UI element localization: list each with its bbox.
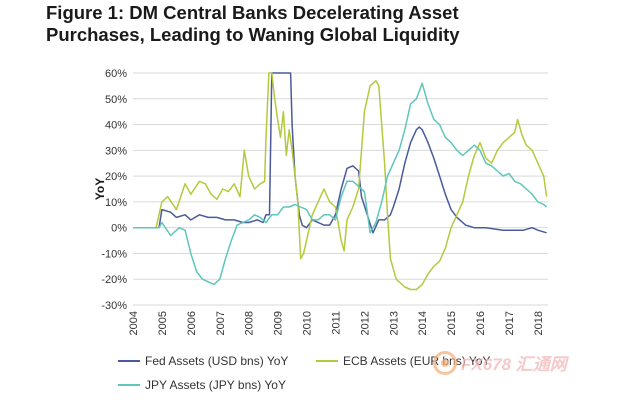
y-tick-label-8: 50% (105, 94, 127, 106)
x-tick-label-7: 2011 (330, 311, 342, 335)
y-tick-label-5: 20% (105, 171, 127, 183)
series-line-ecb (133, 72, 548, 291)
chart-title: Figure 1: DM Central Banks Decelerating … (46, 2, 606, 46)
chart-title-line-2: Purchases, Leading to Waning Global Liqu… (46, 24, 460, 45)
x-tick-label-14: 2018 (533, 311, 545, 335)
watermark-text: FX678 汇通网 (461, 355, 567, 374)
y-tick-label-4: 10% (105, 197, 127, 209)
x-tick-label-11: 2015 (446, 311, 458, 335)
x-tick-label-5: 2009 (273, 311, 285, 335)
y-tick-label-2: -10% (101, 248, 127, 260)
watermark-logo-icon (433, 350, 457, 375)
legend-swatch-fed (118, 360, 140, 362)
x-tick-label-0: 2004 (128, 311, 140, 335)
series-line-jpy (133, 82, 548, 286)
legend-item-jpy: JPY Assets (JPY bns) YoY (118, 378, 286, 392)
y-tick-label-7: 40% (105, 120, 127, 132)
legend-item-fed: Fed Assets (USD bns) YoY (118, 354, 288, 368)
legend-swatch-ecb (316, 360, 338, 362)
x-tick-label-12: 2016 (475, 311, 487, 335)
x-tick-label-9: 2013 (388, 311, 400, 335)
legend-swatch-jpy (118, 384, 140, 386)
x-tick-label-4: 2008 (244, 311, 256, 335)
x-tick-label-6: 2010 (302, 311, 314, 335)
series-line-fed (133, 72, 547, 234)
chart-title-line-1: Figure 1: DM Central Banks Decelerating … (46, 2, 459, 23)
y-tick-label-9: 60% (105, 68, 127, 80)
watermark: FX678 汇通网 (433, 350, 567, 375)
y-tick-label-0: -30% (101, 300, 127, 312)
y-tick-label-6: 30% (105, 145, 127, 157)
x-tick-label-13: 2017 (504, 311, 516, 335)
x-tick-label-10: 2014 (417, 311, 429, 335)
x-tick-label-3: 2007 (215, 311, 227, 335)
x-tick-label-2: 2006 (186, 311, 198, 335)
x-tick-label-8: 2012 (359, 311, 371, 335)
legend-label-fed: Fed Assets (USD bns) YoY (145, 354, 289, 368)
y-tick-label-1: -20% (101, 274, 127, 286)
y-tick-label-3: 0% (111, 223, 127, 235)
y-axis-label: YoY (93, 178, 107, 200)
legend-label-jpy: JPY Assets (JPY bns) YoY (145, 378, 286, 392)
x-tick-label-1: 2005 (157, 311, 169, 335)
